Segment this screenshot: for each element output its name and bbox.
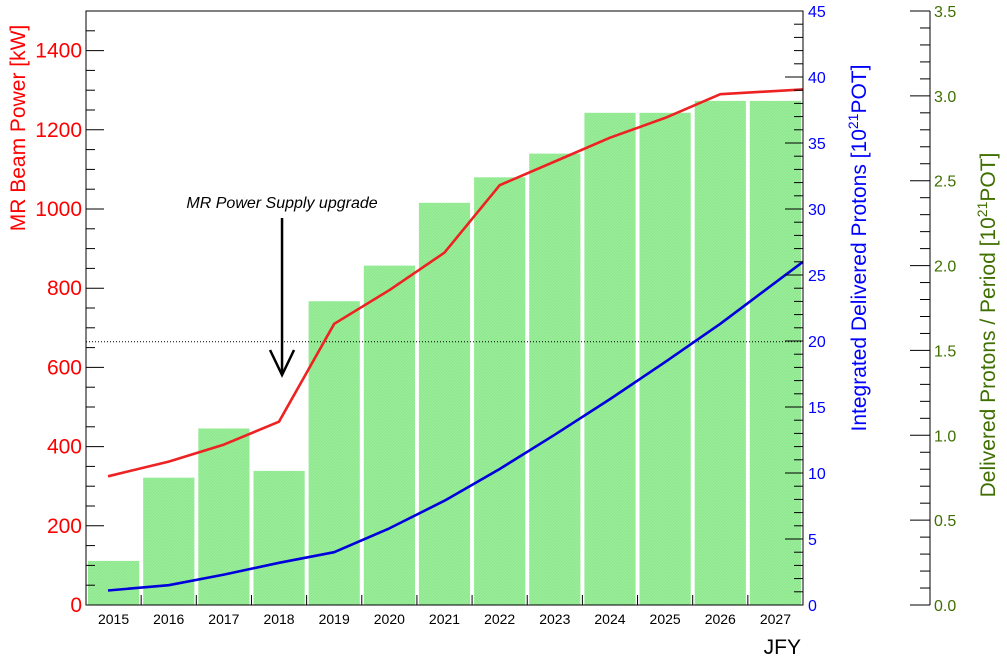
left-axis: 0 200 400 600 800 1000 1200 1400 [35,10,104,617]
left-tick-label: 400 [47,436,82,459]
bar-2023 [529,153,581,605]
x-tick-label: 2016 [153,611,184,627]
right-inner-tick-label: 10 [808,466,826,483]
x-axis: 2015 2016 2017 2018 2019 2020 2021 2022 2023 2024… [85,595,804,659]
x-tick-label: 2017 [208,611,239,627]
left-tick-label: 0 [70,594,82,617]
right-outer-tick-label: 3.5 [934,4,956,21]
bar-2024 [584,112,636,606]
x-tick-label: 2018 [263,611,294,627]
x-tick-label: 2015 [98,611,129,627]
x-tick-label: 2022 [484,611,515,627]
right-outer-tick-label: 1.0 [934,428,956,445]
left-tick-label: 1200 [35,119,82,142]
delivered-protons-bars [88,100,801,606]
right-inner-tick-label: 20 [808,334,826,351]
bar-2021 [418,202,471,606]
x-tick-label: 2020 [374,611,405,627]
bar-2026 [694,100,746,606]
x-tick-label: 2021 [429,611,460,627]
left-axis-title: MR Beam Power [kW] [7,25,30,232]
right-inner-tick-label: 15 [808,400,826,417]
bar-2018 [253,470,305,605]
right-inner-tick-label: 40 [808,70,826,87]
right-inner-tick-label: 35 [808,136,826,153]
power-line [107,88,804,478]
axis-titles: MR Beam Power [kW] Integrated Delivered P… [7,25,1000,498]
left-tick-label: 200 [47,515,82,538]
left-tick-label: 600 [47,356,82,379]
x-axis-title: JFY [764,636,801,659]
right-outer-tick-label: 2.5 [934,174,956,191]
bar-2016 [143,477,195,605]
right-outer-tick-label: 1.5 [934,343,956,360]
right-outer-tick-label: 0.5 [934,513,956,530]
right-outer-tick-label: 3.0 [934,89,956,106]
series-lines-layer [107,88,804,592]
bar-2019 [308,301,360,605]
bar-2015 [88,560,140,605]
bar-2027 [749,100,801,606]
bar-2025 [639,112,691,606]
right-inner-tick-label: 0 [808,598,817,615]
annotation-text: MR Power Supply upgrade [186,195,377,212]
bar-2020 [363,265,415,605]
right-outer-axis: 0.0 0.5 1.0 1.5 2.0 2.5 3.0 3.5 [910,4,956,615]
left-tick-label: 1000 [35,198,82,221]
integrated-protons-line [107,260,804,592]
annotation-arrow-head [268,349,296,378]
right-inner-tick-label: 25 [808,268,826,285]
right-outer-axis-title: Delivered Protons / Period [1021POT] [974,153,1000,498]
right-inner-axis-title: Integrated Delivered Protons [1021POT] [845,65,871,432]
right-inner-tick-label: 5 [808,532,817,549]
x-tick-label: 2024 [594,611,625,627]
right-inner-tick-label: 30 [808,202,826,219]
right-outer-tick-label: 2.0 [934,259,956,276]
x-tick-label: 2019 [319,611,350,627]
x-tick-label: 2025 [650,611,681,627]
bar-2022 [474,177,526,606]
x-tick-label: 2027 [760,611,791,627]
left-tick-label: 800 [47,277,82,300]
right-inner-tick-label: 45 [808,4,826,21]
annotation-layer: MR Power Supply upgrade [186,195,378,378]
right-outer-tick-label: 0.0 [934,598,956,615]
x-tick-label: 2023 [539,611,570,627]
right-inner-axis: 0 5 10 15 20 25 30 35 40 45 [785,4,826,615]
left-tick-label: 1400 [35,40,82,63]
x-tick-label: 2026 [705,611,736,627]
